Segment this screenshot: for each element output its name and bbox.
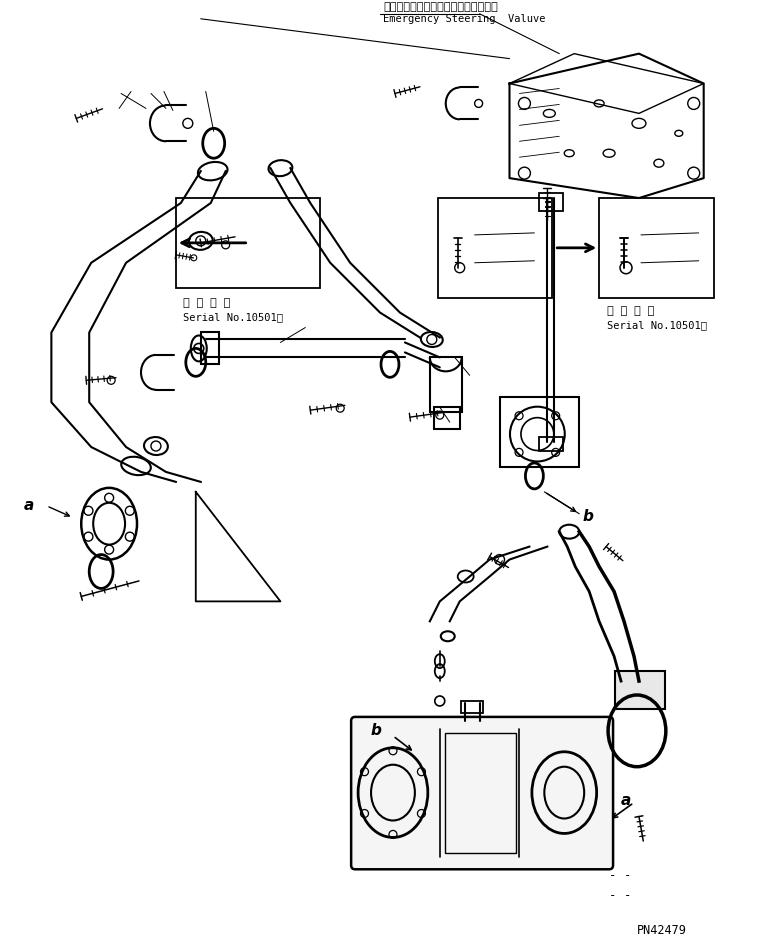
Bar	[460, 701, 483, 713]
Bar	[445, 733, 517, 854]
Text: 適 用 号 機: 適 用 号 機	[607, 306, 654, 316]
Bar	[434, 407, 460, 429]
Text: PN42479: PN42479	[637, 923, 687, 936]
Bar	[539, 437, 564, 451]
Bar	[201, 333, 219, 365]
Text: a: a	[23, 498, 34, 513]
Text: Emergency Steering  Valuve: Emergency Steering Valuve	[383, 14, 545, 24]
Text: Serial No.10501～: Serial No.10501～	[182, 313, 283, 322]
FancyBboxPatch shape	[351, 717, 613, 870]
Text: Serial No.10501～: Serial No.10501～	[607, 321, 707, 331]
Bar	[438, 198, 552, 298]
Text: b: b	[370, 724, 381, 738]
Text: - -: - -	[609, 869, 631, 882]
Bar	[430, 357, 462, 412]
Bar	[599, 198, 714, 298]
Text: - -: - -	[609, 888, 631, 901]
Text: b: b	[582, 509, 593, 525]
Bar	[500, 398, 579, 467]
Bar	[176, 198, 320, 288]
Text: a: a	[621, 793, 631, 808]
Bar	[615, 671, 665, 709]
Text: エマージェンシーステアリングバルブ: エマージェンシーステアリングバルブ	[383, 2, 497, 12]
Bar	[539, 193, 564, 211]
Text: 適 用 号 機: 適 用 号 機	[182, 298, 230, 307]
